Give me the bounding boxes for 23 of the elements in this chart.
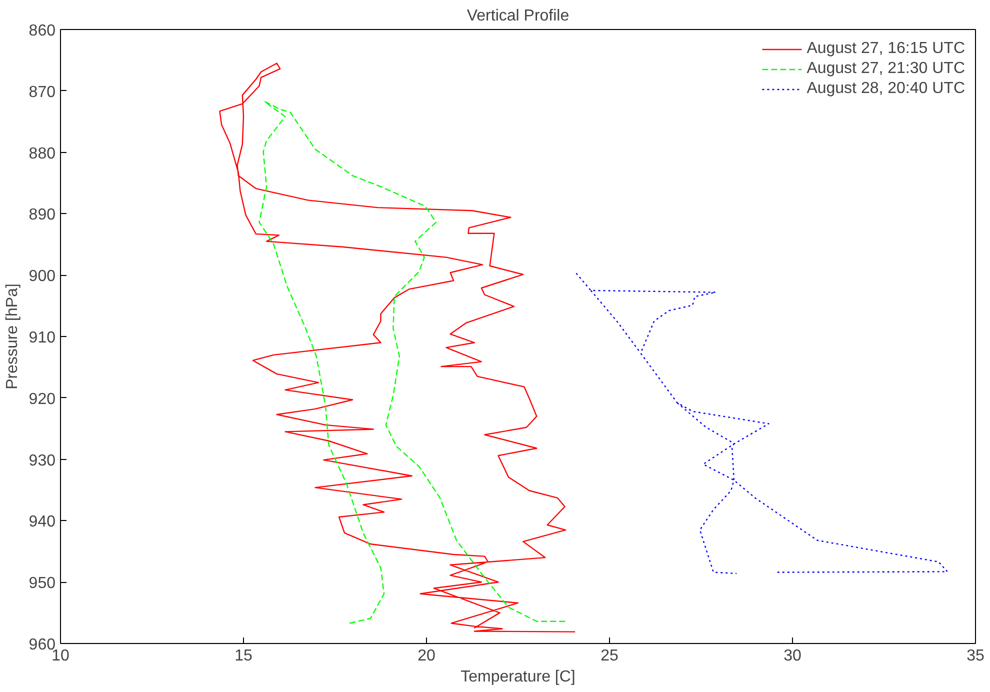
- y-tick-label: 890: [28, 206, 56, 224]
- line-series: [219, 62, 576, 632]
- legend-label: August 28, 20:40 UTC: [806, 80, 965, 98]
- x-tick-label: 25: [600, 648, 618, 664]
- legend-label: August 27, 21:30 UTC: [806, 60, 965, 78]
- chart-title: Vertical Profile: [466, 8, 570, 24]
- y-tick-label: 930: [28, 452, 56, 470]
- y-tick-label: 950: [28, 575, 56, 592]
- line-series: [258, 100, 567, 624]
- x-tick-label: 20: [418, 648, 436, 664]
- y-axis-title: Pressure [hPa]: [4, 284, 21, 390]
- x-tick-label: 15: [234, 648, 252, 664]
- x-tick-label: 30: [784, 648, 802, 664]
- y-tick-label: 860: [28, 22, 56, 40]
- x-tick-label: 35: [966, 648, 984, 664]
- legend-label: August 27, 16:15 UTC: [806, 40, 965, 58]
- y-tick-label: 880: [28, 145, 56, 162]
- y-tick-label: 870: [28, 84, 56, 101]
- y-tick-label: 920: [28, 390, 56, 408]
- x-axis-title: Temperature [C]: [460, 668, 576, 686]
- y-tick-label: 910: [28, 330, 56, 346]
- y-tick-label: 900: [28, 268, 56, 286]
- y-tick-label: 940: [28, 514, 56, 531]
